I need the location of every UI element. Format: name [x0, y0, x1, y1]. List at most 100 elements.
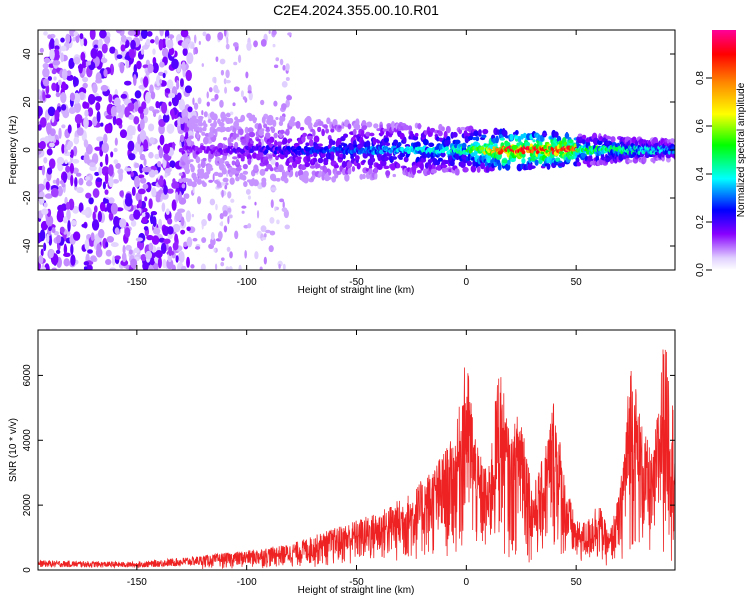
spectrogram-cell	[224, 184, 228, 190]
spectrogram-cell	[43, 242, 47, 252]
spectrogram-cell	[408, 125, 413, 132]
spectrogram-cell	[72, 145, 78, 157]
spectrogram-cell	[152, 216, 157, 228]
spectrogram-cell	[58, 127, 62, 140]
spectrogram-cell	[103, 133, 108, 144]
spectrogram-cell	[338, 158, 343, 163]
spectrogram-cell	[271, 30, 277, 36]
spectrogram-cell	[90, 48, 98, 59]
spectrogram-cell	[303, 170, 309, 178]
spectrogram-cell	[599, 135, 603, 140]
spectrogram-cell	[165, 208, 170, 216]
y-tick-label: -20	[22, 190, 33, 205]
spectrogram-cell	[217, 231, 223, 240]
spectrogram-cell	[309, 164, 316, 169]
spectrogram-cell	[369, 132, 375, 137]
spectrogram-cell	[377, 153, 383, 162]
spectrogram-cell	[127, 140, 135, 152]
spectrogram-cell	[253, 164, 258, 171]
spectrogram-cell	[581, 138, 587, 145]
spectrogram-cell	[139, 118, 145, 131]
spectrogram-cell	[288, 138, 293, 142]
spectrogram-cell	[148, 123, 155, 132]
spectrogram-cell	[276, 177, 281, 182]
spectrogram-cell	[185, 210, 192, 223]
spectrogram-cell	[404, 143, 411, 148]
spectrogram-cell	[88, 162, 96, 168]
spectrogram-cell	[445, 125, 451, 134]
spectrogram-cell	[248, 131, 256, 138]
spectrogram-cell	[385, 170, 391, 177]
spectrogram-cell	[265, 132, 271, 139]
spectrogram-cell	[247, 223, 252, 229]
spectrogram-cell	[171, 181, 180, 189]
spectrogram-cell	[81, 223, 88, 228]
spectrogram-cell	[270, 199, 274, 209]
spectrogram-cell	[75, 172, 82, 177]
spectrogram-cell	[108, 176, 114, 188]
spectrogram-cell	[198, 127, 203, 133]
spectrogram-cell	[199, 171, 205, 176]
spectrogram-cell	[480, 162, 486, 170]
spectrogram-cell	[148, 264, 154, 270]
spectrogram-cell	[76, 127, 84, 136]
spectrogram-cell	[440, 151, 446, 158]
spectrogram-cell	[50, 187, 59, 198]
spectrogram-cell	[125, 244, 132, 251]
spectrogram-cell	[183, 155, 189, 162]
spectrogram-cell	[575, 157, 580, 164]
spectrogram-cell	[347, 167, 352, 175]
spectrogram-cell	[281, 81, 288, 88]
y-tick-label: 2000	[22, 494, 33, 517]
spectrogram-cell	[79, 91, 85, 101]
spectrogram-cell	[118, 170, 123, 182]
spectrogram-cell	[219, 213, 224, 220]
spectrogram-cell	[152, 62, 159, 74]
spectrogram-cell	[336, 137, 342, 146]
spectrogram-cell	[196, 196, 202, 205]
spectrogram-cell	[581, 134, 587, 140]
spectrogram-cell	[240, 90, 244, 98]
spectrogram-cell	[312, 129, 316, 137]
spectrogram-cell	[228, 214, 233, 219]
spectrogram-cell	[587, 158, 594, 162]
spectrogram-cell	[302, 132, 308, 137]
spectrogram-cell	[90, 255, 97, 262]
spectrogram-cell	[248, 91, 253, 101]
spectrogram-cell	[233, 86, 240, 92]
spectrogram-cell	[470, 165, 477, 173]
spectrogram-cell	[275, 161, 279, 168]
spectrogram-cell	[313, 135, 320, 143]
spectrogram-cell	[130, 219, 137, 227]
spectrogram-cell	[225, 266, 230, 270]
spectrogram-cell	[517, 135, 522, 143]
spectrogram-cell	[247, 90, 252, 94]
figure-title: C2E4.2024.355.00.10.R01	[273, 2, 439, 18]
spectrogram-cell	[473, 130, 479, 137]
spectrogram-cell	[112, 179, 120, 184]
spectrogram-cell	[240, 154, 245, 161]
spectrogram-cell	[461, 142, 467, 149]
spectrogram-cell	[78, 202, 84, 213]
spectrogram-cell	[131, 186, 136, 197]
spectrogram-cell	[279, 129, 285, 134]
spectrogram-cell	[166, 39, 174, 50]
spectrogram-cell	[260, 225, 267, 233]
spectrogram-cell	[138, 199, 143, 208]
spectrogram-cell	[185, 69, 192, 82]
spectrogram-cell	[505, 163, 511, 171]
spectrogram-cell	[140, 77, 144, 84]
spectrogram-cell	[73, 136, 80, 145]
spectrogram-cell	[466, 160, 473, 167]
spectrogram-cell	[227, 207, 232, 213]
spectrogram-cell	[241, 210, 245, 214]
spectrogram-cell	[178, 98, 186, 111]
spectrogram-cell	[221, 189, 224, 198]
spectrogram-cell	[253, 40, 258, 48]
spectrogram-cell	[229, 177, 235, 185]
y-tick-label: 40	[22, 48, 33, 60]
spectrogram-cell	[154, 35, 159, 45]
spectrogram-cell	[455, 168, 460, 176]
spectrogram-cell	[443, 130, 448, 139]
spectrogram-cell	[186, 52, 194, 65]
